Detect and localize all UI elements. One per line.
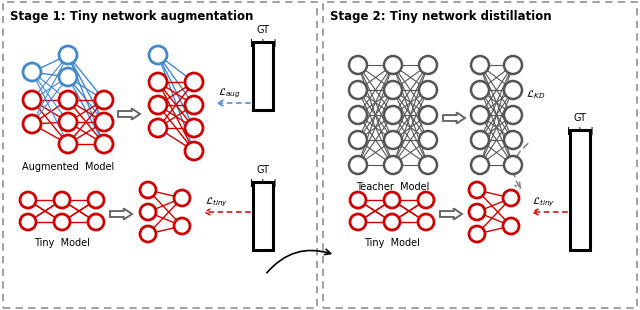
Circle shape	[350, 214, 366, 230]
Circle shape	[384, 106, 402, 124]
Circle shape	[149, 73, 167, 91]
Text: $\mathcal{L}_{aug}$: $\mathcal{L}_{aug}$	[218, 86, 241, 100]
Circle shape	[384, 156, 402, 174]
Circle shape	[504, 131, 522, 149]
Circle shape	[349, 81, 367, 99]
Text: $\mathcal{L}_{KD}$: $\mathcal{L}_{KD}$	[526, 89, 545, 101]
Circle shape	[59, 113, 77, 131]
Text: GT: GT	[257, 25, 269, 35]
Circle shape	[140, 182, 156, 198]
Circle shape	[469, 182, 485, 198]
Circle shape	[418, 214, 434, 230]
Circle shape	[419, 56, 437, 74]
Circle shape	[471, 131, 489, 149]
Circle shape	[504, 106, 522, 124]
Circle shape	[504, 81, 522, 99]
Circle shape	[185, 73, 203, 91]
Circle shape	[185, 142, 203, 160]
Circle shape	[349, 106, 367, 124]
Text: Stage 2: Tiny network distillation: Stage 2: Tiny network distillation	[330, 10, 552, 23]
Circle shape	[140, 204, 156, 220]
Circle shape	[23, 115, 41, 133]
Text: $\mathcal{L}_{tiny}$: $\mathcal{L}_{tiny}$	[205, 196, 228, 209]
Circle shape	[384, 56, 402, 74]
Text: Label: Label	[567, 127, 593, 137]
Circle shape	[384, 131, 402, 149]
Text: Label: Label	[250, 39, 276, 49]
Circle shape	[350, 192, 366, 208]
Circle shape	[149, 119, 167, 137]
Circle shape	[504, 156, 522, 174]
Circle shape	[503, 218, 519, 234]
Circle shape	[23, 63, 41, 81]
Circle shape	[349, 131, 367, 149]
Circle shape	[471, 56, 489, 74]
Circle shape	[504, 56, 522, 74]
Text: $\mathcal{L}_{tiny}$: $\mathcal{L}_{tiny}$	[532, 196, 555, 209]
Circle shape	[149, 46, 167, 64]
Circle shape	[95, 91, 113, 109]
Text: Label: Label	[250, 179, 276, 189]
Text: Stage 1: Tiny network augmentation: Stage 1: Tiny network augmentation	[10, 10, 253, 23]
Circle shape	[419, 106, 437, 124]
Circle shape	[59, 91, 77, 109]
Circle shape	[59, 68, 77, 86]
Circle shape	[471, 156, 489, 174]
Circle shape	[469, 226, 485, 242]
Circle shape	[469, 204, 485, 220]
Circle shape	[419, 156, 437, 174]
Circle shape	[419, 131, 437, 149]
Circle shape	[149, 96, 167, 114]
Text: Tiny  Model: Tiny Model	[364, 238, 420, 248]
Circle shape	[140, 226, 156, 242]
Text: GT: GT	[573, 113, 586, 123]
Text: Tiny  Model: Tiny Model	[34, 238, 90, 248]
Circle shape	[349, 56, 367, 74]
FancyArrow shape	[440, 208, 462, 219]
Circle shape	[185, 119, 203, 137]
Circle shape	[95, 113, 113, 131]
Bar	[323, 2, 637, 308]
Circle shape	[59, 46, 77, 64]
Circle shape	[88, 214, 104, 230]
Circle shape	[384, 214, 400, 230]
Circle shape	[88, 192, 104, 208]
Circle shape	[59, 135, 77, 153]
Circle shape	[20, 192, 36, 208]
Circle shape	[384, 192, 400, 208]
Text: Teacher  Model: Teacher Model	[356, 182, 429, 192]
FancyArrow shape	[443, 113, 465, 124]
Circle shape	[54, 192, 70, 208]
Circle shape	[185, 96, 203, 114]
Circle shape	[384, 81, 402, 99]
Circle shape	[20, 214, 36, 230]
Circle shape	[54, 214, 70, 230]
Text: GT: GT	[257, 165, 269, 175]
Circle shape	[471, 106, 489, 124]
Bar	[253, 182, 273, 250]
FancyArrow shape	[118, 108, 140, 120]
Circle shape	[23, 91, 41, 109]
FancyArrow shape	[110, 208, 132, 219]
Circle shape	[419, 81, 437, 99]
Bar	[253, 42, 273, 110]
Circle shape	[95, 135, 113, 153]
Circle shape	[418, 192, 434, 208]
Text: Augmented  Model: Augmented Model	[22, 162, 114, 172]
Bar	[3, 2, 317, 308]
Circle shape	[471, 81, 489, 99]
Circle shape	[174, 190, 190, 206]
Circle shape	[349, 156, 367, 174]
Circle shape	[174, 218, 190, 234]
Circle shape	[503, 190, 519, 206]
Bar	[570, 130, 590, 250]
